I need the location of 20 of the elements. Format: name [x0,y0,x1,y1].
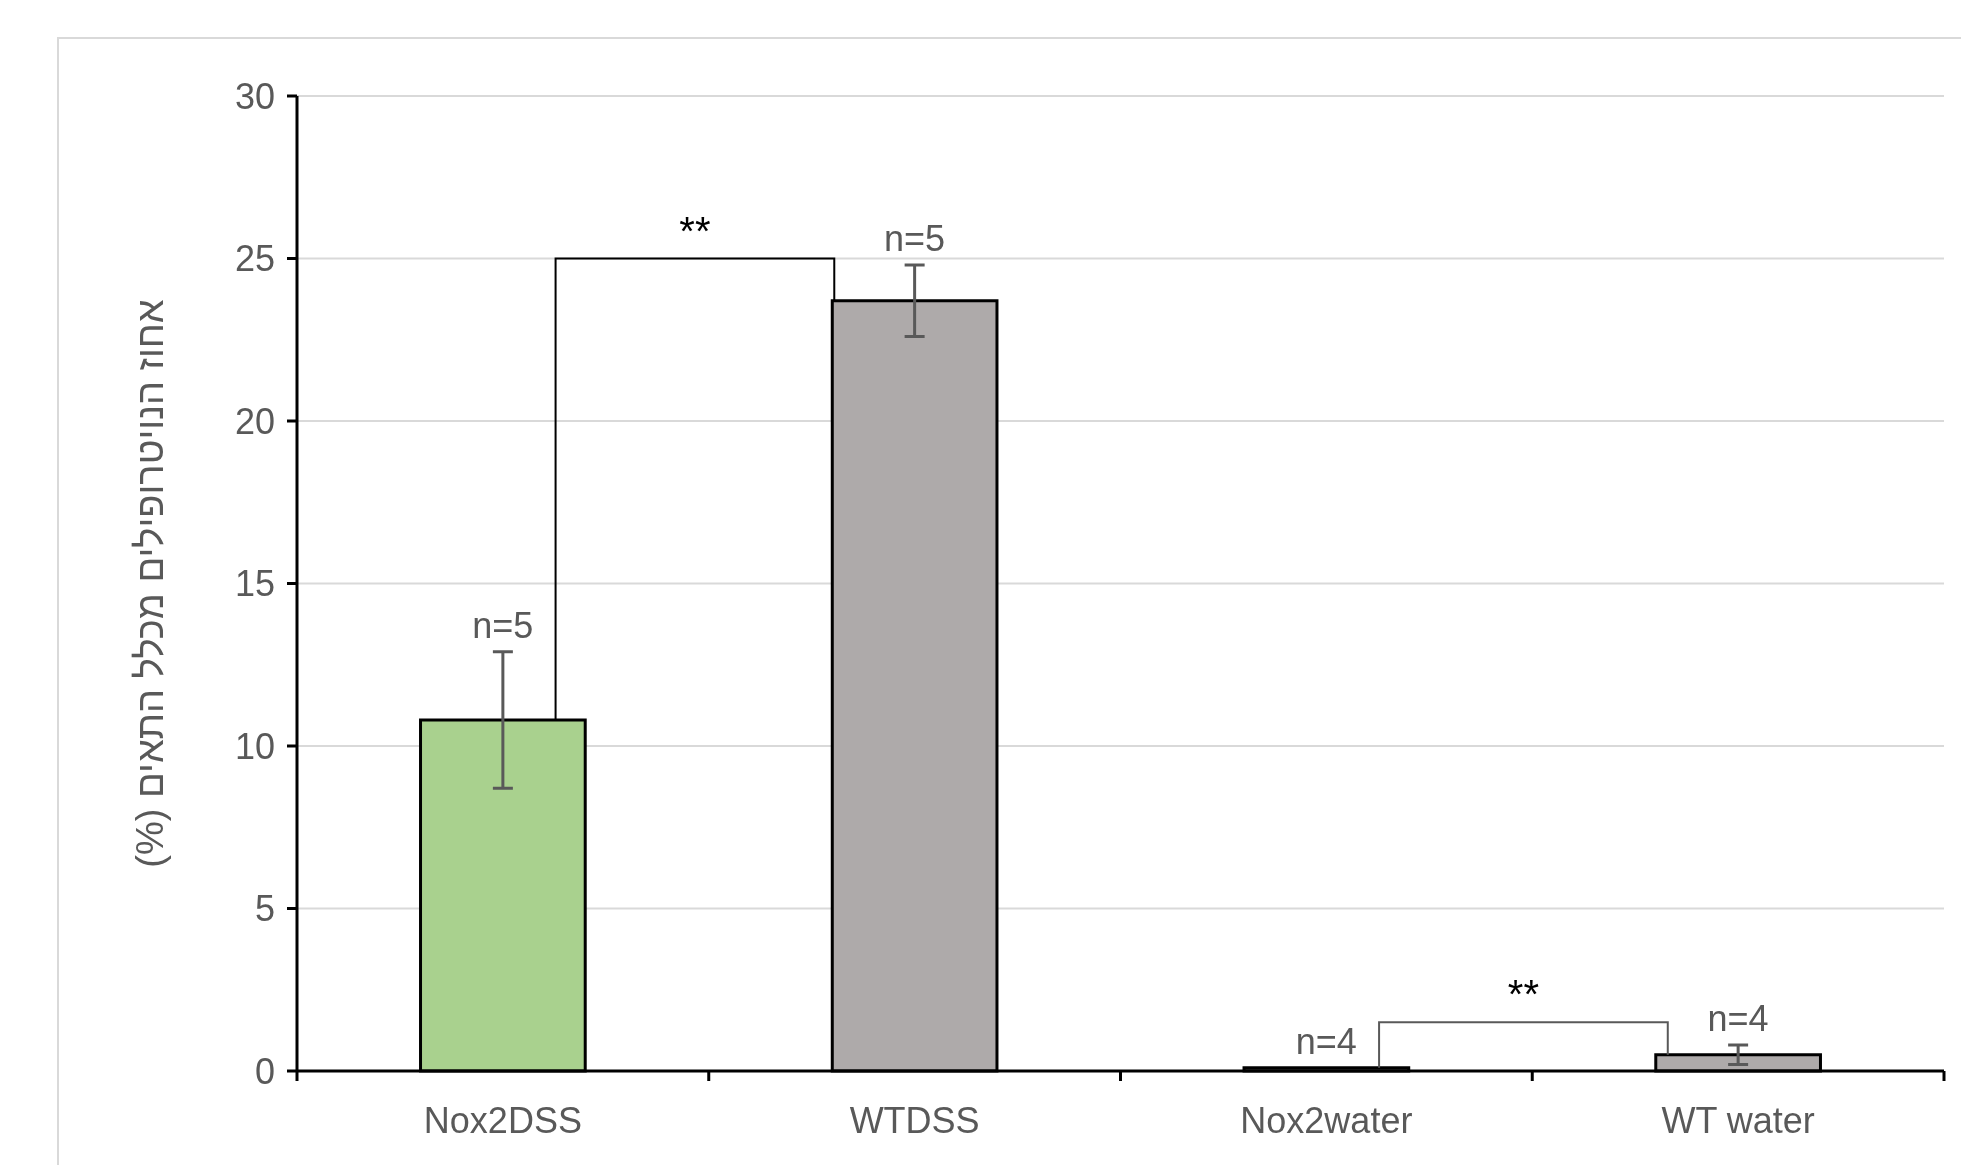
y-tick-label: 25 [234,238,275,280]
annotation: n=4 [1707,998,1769,1039]
x-tick-label: WT water [1661,1100,1815,1141]
significance-bracket: ** [554,208,836,721]
y-tick-label: 30 [234,75,275,117]
y-tick-label: 5 [254,888,275,930]
significance-bracket: ** [1378,972,1669,1069]
y-tick-label: 20 [234,400,275,442]
annotation: ** [679,208,711,253]
annotation: n=5 [884,218,946,259]
y-axis-title: אחוז הנויטרופילים מכלל התאים (%) [129,299,171,868]
x-tick-label: Nox2DSS [423,1100,582,1141]
annotation: ** [1507,972,1539,1017]
y-tick-label: 0 [254,1050,275,1092]
annotation: n=5 [472,604,534,646]
x-tick-label: WTDSS [849,1100,980,1141]
y-tick-label: 10 [234,725,275,767]
annotation: n=4 [1295,1020,1357,1062]
y-tick-label: 15 [234,563,275,605]
x-tick-label: Nox2water [1240,1100,1413,1141]
